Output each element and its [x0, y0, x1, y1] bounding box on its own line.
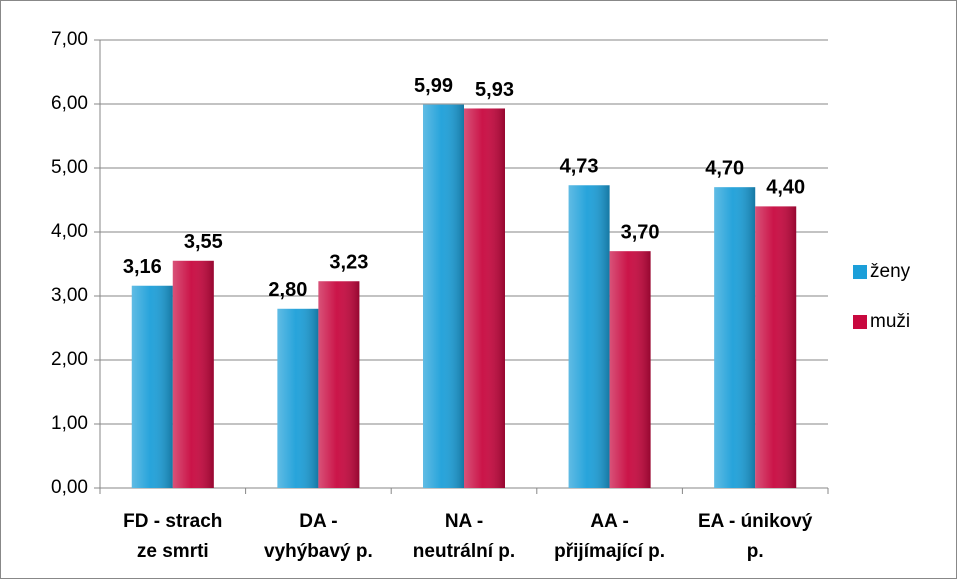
x-tick-label: p.	[747, 541, 764, 562]
legend-swatch	[853, 315, 867, 329]
bar-shade	[714, 187, 756, 488]
value-label: 3,55	[184, 231, 223, 253]
value-label: 4,70	[705, 157, 744, 179]
value-label: 5,93	[475, 79, 514, 101]
legend-label: muži	[870, 311, 910, 332]
x-tick-label: EA - únikový	[698, 511, 813, 532]
y-tick-label: 5,00	[51, 157, 88, 178]
y-tick-label: 0,00	[51, 477, 88, 498]
bar-shade	[423, 104, 464, 488]
bar-shade	[277, 308, 319, 488]
value-label: 4,73	[560, 156, 599, 178]
legend-label: ženy	[870, 261, 911, 282]
value-label: 3,16	[123, 256, 162, 278]
bar-shade	[609, 251, 651, 488]
value-label: 3,70	[621, 221, 660, 243]
value-label: 3,23	[329, 252, 368, 274]
x-tick-label: AA -	[590, 511, 628, 532]
bar-shade	[172, 260, 214, 488]
bar-shade	[131, 285, 173, 488]
y-tick-label: 2,00	[51, 349, 88, 370]
value-label: 2,80	[268, 279, 307, 301]
y-tick-label: 4,00	[51, 221, 88, 242]
legend-swatch	[853, 265, 867, 279]
x-tick-label: vyhýbavý p.	[264, 541, 373, 562]
bar-shade	[755, 206, 797, 488]
x-tick-label: NA -	[445, 511, 483, 532]
y-tick-label: 1,00	[51, 413, 88, 434]
bar-shade	[568, 185, 610, 488]
x-tick-label: přijímající p.	[554, 541, 665, 562]
x-tick-label: ze smrti	[137, 541, 209, 562]
y-tick-label: 6,00	[51, 93, 88, 114]
x-tick-label: FD - strach	[123, 511, 222, 532]
y-tick-label: 3,00	[51, 285, 88, 306]
x-tick-label: neutrální p.	[413, 541, 515, 562]
y-tick-label: 7,00	[51, 29, 88, 50]
bar-shade	[318, 281, 360, 488]
bar-shade	[464, 108, 505, 488]
value-label: 5,99	[414, 75, 453, 97]
value-label: 4,40	[766, 177, 805, 199]
x-tick-label: DA -	[299, 511, 337, 532]
